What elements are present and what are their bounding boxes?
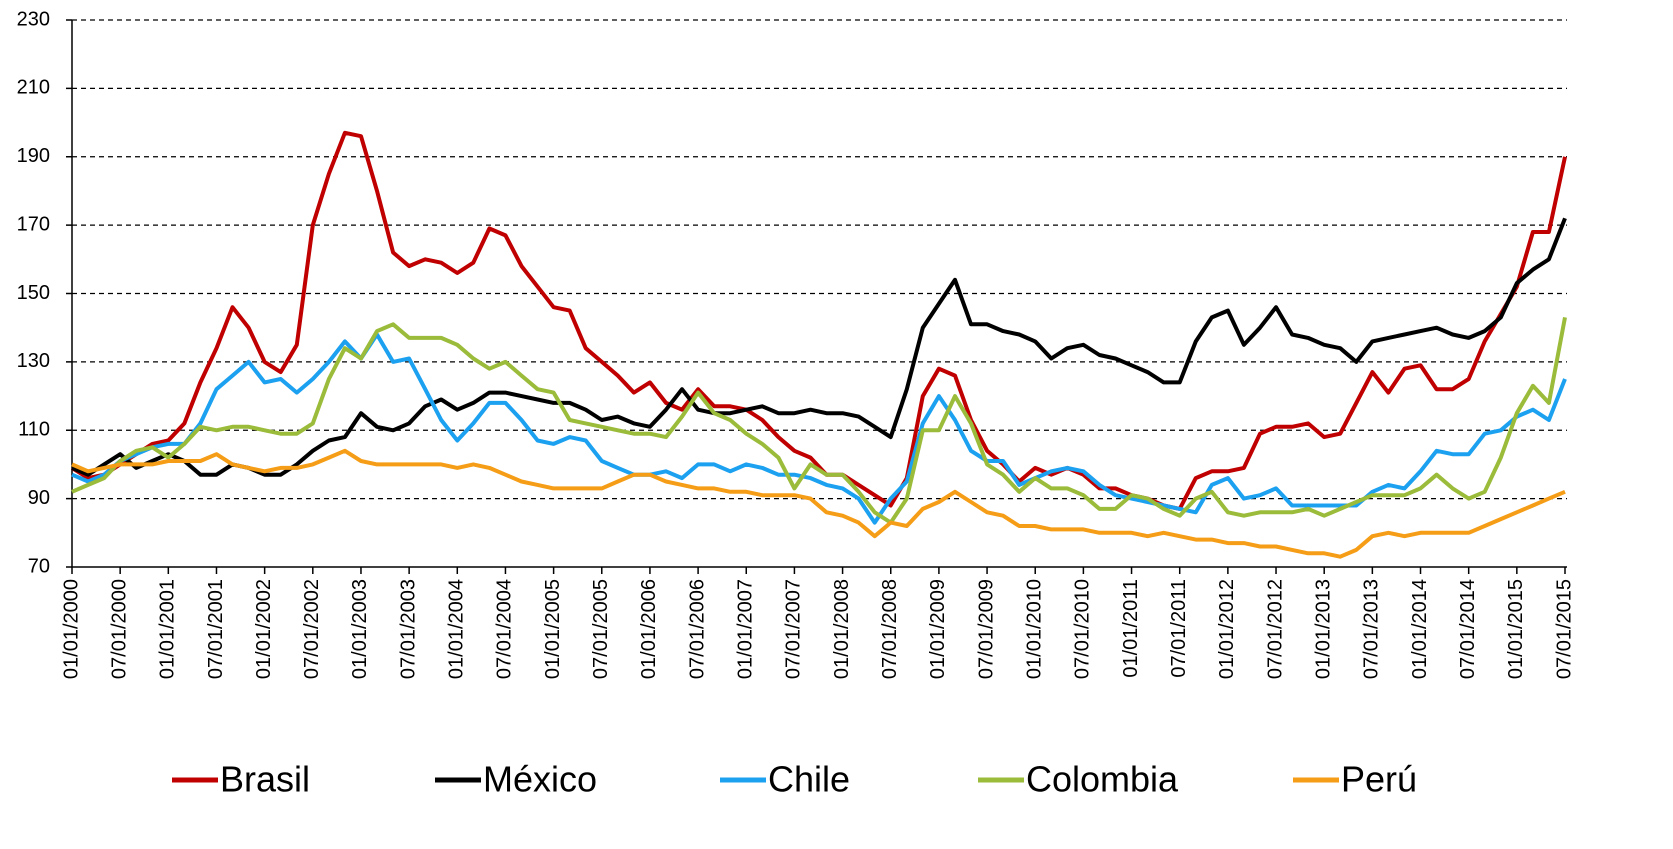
x-tick-label: 07/01/2015 [1553, 579, 1575, 679]
x-tick-label: 07/01/2012 [1264, 579, 1286, 679]
x-tick-label: 01/01/2012 [1216, 579, 1238, 679]
x-tick-label: 01/01/2014 [1409, 579, 1431, 679]
y-tick-label: 150 [17, 282, 50, 304]
x-tick-label: 01/01/2009 [927, 579, 949, 679]
series-line [71, 217, 1567, 477]
x-tick-label: 01/01/2002 [253, 579, 275, 679]
y-tick-label: 70 [28, 555, 50, 577]
x-tick-label: 01/01/2006 [638, 579, 660, 679]
y-tick-label: 90 [28, 487, 50, 509]
x-tick-label: 07/01/2001 [205, 579, 227, 679]
legend-label: México [483, 759, 597, 800]
x-tick-label: 07/01/2008 [879, 579, 901, 679]
x-tick-label: 07/01/2014 [1457, 579, 1479, 679]
x-tick-label: 07/01/2004 [494, 579, 516, 679]
x-tick-label: 01/01/2004 [446, 579, 468, 679]
x-tick-label: 07/01/2006 [686, 579, 708, 679]
legend-label: Colombia [1026, 759, 1179, 800]
x-tick-label: 07/01/2002 [301, 579, 323, 679]
x-tick-label: 07/01/2013 [1361, 579, 1383, 679]
x-tick-label: 01/01/2005 [542, 579, 564, 679]
y-tick-label: 190 [17, 145, 50, 167]
series-line [71, 448, 1566, 559]
x-tick-label: 01/01/2003 [349, 579, 371, 679]
y-tick-label: 130 [17, 350, 50, 372]
x-tick-label: 01/01/2015 [1505, 579, 1527, 679]
x-tick-label: 01/01/2000 [60, 579, 82, 679]
y-tick-label: 110 [18, 419, 50, 441]
x-tick-label: 07/01/2007 [783, 579, 805, 679]
series-line [71, 332, 1567, 525]
y-tick-label: 230 [17, 8, 50, 30]
x-tick-label: 01/01/2001 [157, 579, 179, 679]
x-tick-label: 01/01/2011 [1120, 579, 1142, 678]
series-line [70, 130, 1567, 511]
x-tick-label: 01/01/2007 [735, 579, 757, 679]
x-tick-label: 07/01/2010 [1072, 579, 1094, 679]
x-tick-label: 01/01/2008 [831, 579, 853, 679]
x-tick-label: 07/01/2005 [590, 579, 612, 679]
series-line [71, 317, 1567, 525]
y-tick-label: 210 [17, 77, 50, 99]
legend-label: Perú [1341, 759, 1417, 800]
x-tick-label: 07/01/2000 [108, 579, 130, 679]
x-tick-label: 01/01/2013 [1312, 579, 1334, 679]
x-tick-label: 07/01/2009 [975, 579, 997, 679]
y-tick-label: 170 [17, 213, 50, 235]
x-tick-label: 07/01/2003 [397, 579, 419, 679]
x-tick-label: 07/01/2011 [1168, 579, 1190, 678]
legend-label: Chile [768, 759, 850, 800]
x-tick-label: 01/01/2010 [1024, 579, 1046, 679]
legend-label: Brasil [220, 759, 310, 800]
